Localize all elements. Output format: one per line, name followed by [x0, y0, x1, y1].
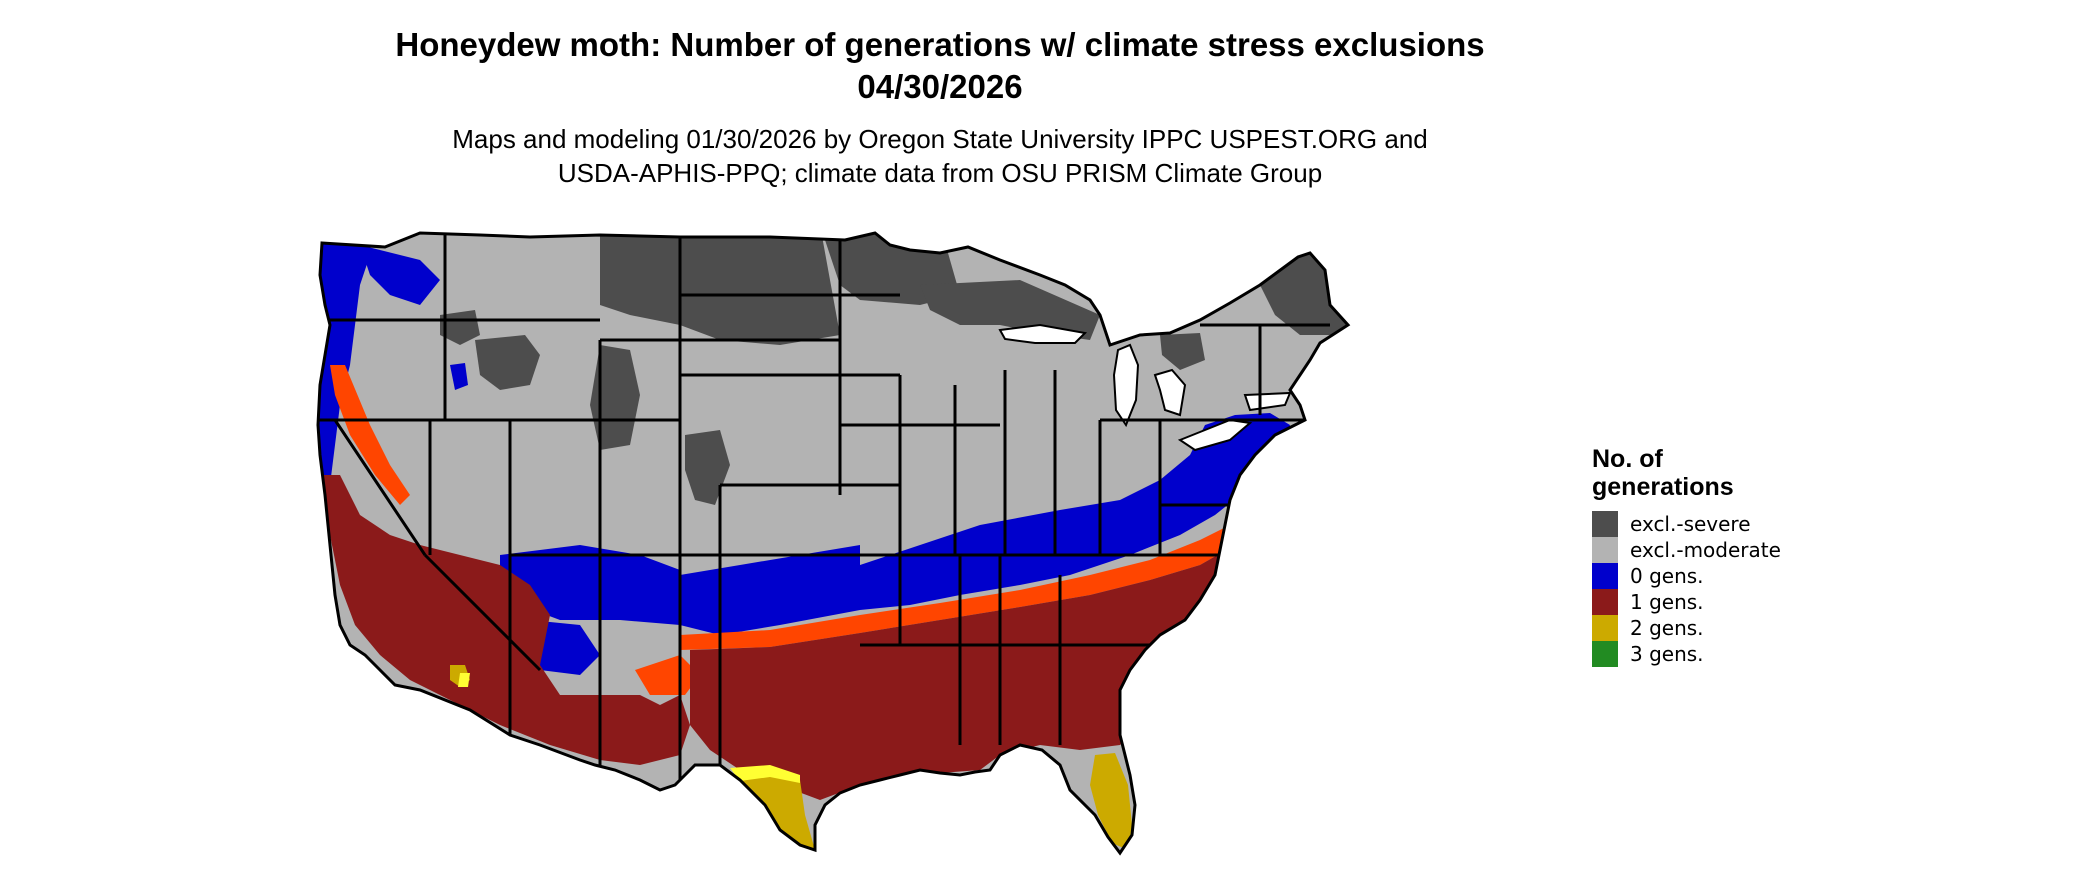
- legend-item: excl.-severe: [1592, 511, 1781, 537]
- legend-swatch: [1592, 511, 1618, 537]
- legend-swatch: [1592, 615, 1618, 641]
- legend-label: excl.-moderate: [1630, 538, 1781, 562]
- legend-item: 1 gens.: [1592, 589, 1781, 615]
- credit-line-2: USDA-APHIS-PPQ; climate data from OSU PR…: [557, 158, 1323, 188]
- zone-1-gens-edge: [330, 365, 1235, 695]
- credit-line-1: Maps and modeling 01/30/2026 by Oregon S…: [452, 124, 1428, 154]
- legend-item: 2 gens.: [1592, 615, 1781, 641]
- legend-title-line1: No. of: [1592, 445, 1663, 473]
- state-borders: [318, 233, 1330, 785]
- legend-label: 3 gens.: [1630, 642, 1704, 666]
- zone-2-gens-edge: [458, 673, 800, 783]
- map-date: 04/30/2026: [857, 68, 1023, 105]
- legend: No. of generations excl.-severe excl.-mo…: [1592, 445, 1781, 667]
- us-generations-map: [316, 231, 1351, 856]
- legend-item: 3 gens.: [1592, 641, 1781, 667]
- zone-excl-severe: [440, 233, 1348, 505]
- legend-swatch: [1592, 641, 1618, 667]
- legend-label: 2 gens.: [1630, 616, 1704, 640]
- map-title: Honeydew moth: Number of generations w/ …: [395, 26, 1485, 63]
- legend-label: 1 gens.: [1630, 590, 1704, 614]
- legend-item: excl.-moderate: [1592, 537, 1781, 563]
- coastline: [316, 231, 1351, 856]
- legend-swatch: [1592, 537, 1618, 563]
- legend-item: 0 gens.: [1592, 563, 1781, 589]
- legend-label: 0 gens.: [1630, 564, 1704, 588]
- legend-swatch: [1592, 563, 1618, 589]
- legend-title-line2: generations: [1592, 473, 1734, 501]
- legend-swatch: [1592, 589, 1618, 615]
- great-lakes: [998, 323, 1292, 452]
- zone-1-gens: [320, 475, 1260, 800]
- legend-label: excl.-severe: [1630, 512, 1751, 536]
